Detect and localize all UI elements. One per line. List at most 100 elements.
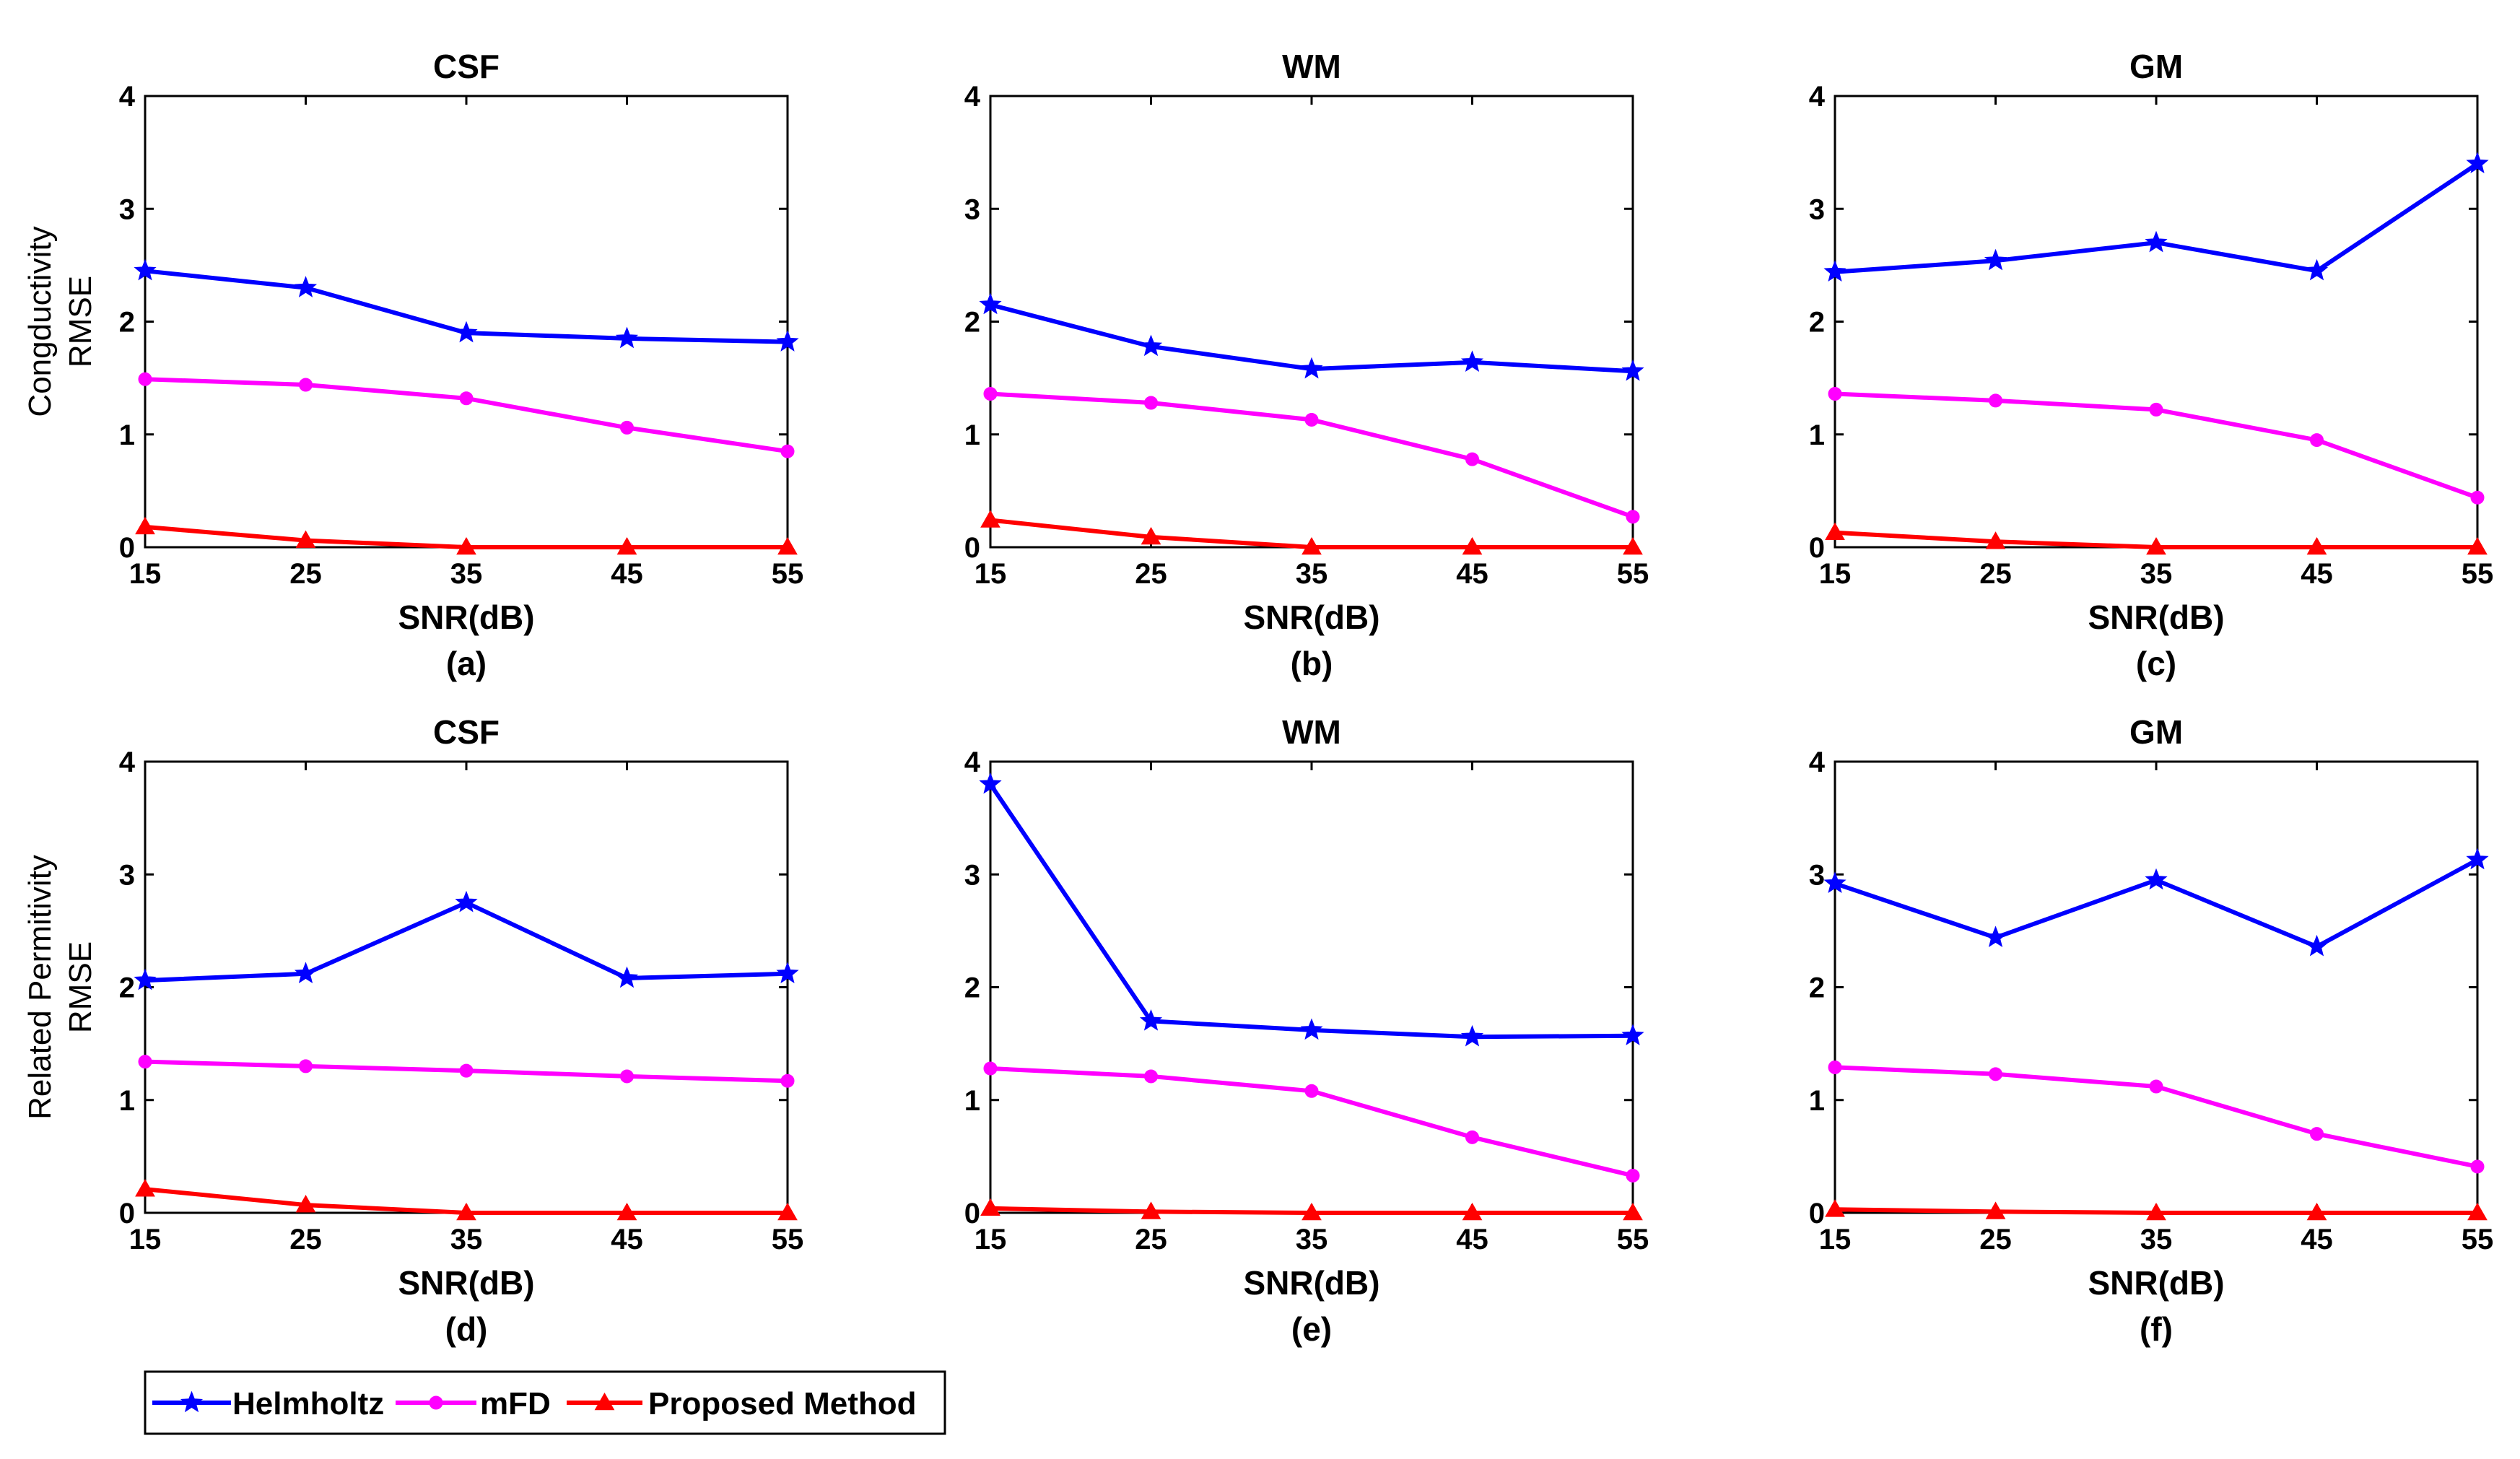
data-point [135, 1179, 155, 1197]
data-point [780, 1073, 795, 1088]
data-point [1621, 359, 1644, 381]
x-axis-label: SNR(dB) [2088, 598, 2224, 636]
data-point [2467, 536, 2488, 555]
y-tick-label: 0 [964, 1198, 980, 1229]
data-point [455, 321, 478, 343]
data-point [2467, 1202, 2488, 1221]
data-point [2305, 934, 2329, 957]
subplot-b: 0 1 2 3 4 15 25 35 45 55 WM SNR(dB) (b) [964, 48, 1649, 682]
data-point [1984, 248, 2007, 271]
y-tick-label: 4 [964, 81, 981, 113]
y-axis-label-line: RMSE [63, 276, 98, 367]
x-tick-label: 45 [611, 558, 643, 590]
data-point [1302, 1202, 1322, 1221]
y-axis-label-line: RMSE [63, 941, 98, 1033]
data-point [1462, 536, 1483, 555]
data-point [294, 962, 318, 984]
y-tick-label: 2 [119, 307, 135, 339]
data-point [1623, 1202, 1643, 1221]
data-point [2466, 152, 2489, 174]
data-point [1825, 522, 1845, 540]
x-tick-label: 25 [1979, 1224, 2012, 1255]
x-tick-label: 25 [1979, 558, 2012, 590]
y-tick-label: 1 [1809, 419, 1825, 451]
x-tick-label: 45 [1456, 558, 1488, 590]
y-tick-label: 0 [964, 532, 980, 564]
data-point [777, 1202, 798, 1221]
panel-label: (f) [2140, 1310, 2173, 1348]
y-tick-label: 4 [119, 746, 136, 778]
data-point [1139, 1009, 1163, 1031]
y-tick-label: 4 [1809, 746, 1826, 778]
legend: Helmholtz mFD Proposed Method [144, 1370, 946, 1435]
y-tick-label: 0 [119, 532, 135, 564]
series-proposed-method [1825, 522, 2488, 555]
y-tick-label: 4 [119, 81, 136, 113]
legend-marker [429, 1395, 443, 1410]
data-point [134, 968, 157, 990]
data-point [1626, 510, 1640, 524]
legend-label: mFD [480, 1386, 551, 1421]
x-tick-label: 15 [1819, 1224, 1852, 1255]
y-tick-label: 4 [964, 746, 981, 778]
series-proposed-method [135, 1179, 798, 1221]
x-tick-label: 35 [450, 1224, 483, 1255]
data-point [979, 772, 1002, 794]
axes-frame [144, 760, 789, 1214]
data-point [1985, 531, 2006, 549]
y-tick-label: 1 [964, 419, 980, 451]
data-point [980, 510, 1000, 528]
data-point [2146, 1202, 2166, 1221]
panel-label: (a) [446, 645, 487, 682]
data-point [2145, 230, 2168, 253]
x-tick-label: 25 [1135, 1224, 1167, 1255]
legend-box [144, 1370, 946, 1435]
y-tick-label: 3 [964, 193, 980, 225]
data-point [2310, 1127, 2324, 1141]
series-proposed-method [980, 1198, 1643, 1221]
data-point [2310, 433, 2324, 448]
x-tick-label: 55 [772, 558, 804, 590]
data-point [134, 258, 157, 281]
y-axis-label-row-1: Congductivity RMSE [22, 226, 98, 417]
series-helmholtz [1823, 848, 2489, 957]
x-tick-label: 15 [129, 1224, 162, 1255]
y-axis-label-line: Related Permitivity [22, 855, 58, 1120]
axes-frame [989, 95, 1634, 549]
x-tick-label: 35 [1296, 558, 1328, 590]
y-tick-label: 1 [964, 1085, 980, 1117]
legend-entry: Helmholtz [152, 1386, 384, 1421]
data-point [1465, 452, 1479, 466]
series-mfd [983, 1061, 1640, 1183]
subplot-title: GM [2129, 713, 2183, 751]
data-point [2145, 868, 2168, 890]
x-tick-label: 35 [450, 558, 483, 590]
x-axis-label: SNR(dB) [398, 1264, 534, 1302]
y-tick-label: 3 [1809, 859, 1825, 891]
y-tick-label: 2 [964, 307, 980, 339]
x-tick-label: 25 [289, 558, 322, 590]
x-tick-label: 45 [1456, 1224, 1488, 1255]
data-point [1462, 1202, 1483, 1221]
data-point [983, 1061, 998, 1076]
series-mfd [1828, 1060, 2485, 1174]
data-point [1144, 396, 1158, 410]
data-point [2470, 1159, 2485, 1174]
legend-entry: Proposed Method [567, 1386, 917, 1421]
series-mfd [138, 372, 795, 458]
x-tick-label: 15 [1819, 558, 1852, 590]
y-tick-label: 2 [964, 972, 980, 1004]
x-tick-label: 55 [2462, 558, 2494, 590]
y-tick-label: 0 [119, 1198, 135, 1229]
subplot-d: 0 1 2 3 4 15 25 35 45 55 CSF SNR(dB) (d) [119, 713, 804, 1348]
x-tick-label: 25 [1135, 558, 1167, 590]
data-point [295, 1195, 316, 1213]
data-point [1828, 387, 1842, 401]
y-tick-label: 3 [964, 859, 980, 891]
x-tick-label: 55 [2462, 1224, 2494, 1255]
data-point [1304, 1084, 1319, 1098]
data-point [1141, 1201, 1161, 1219]
data-point [1139, 334, 1163, 357]
subplot-title: CSF [433, 48, 500, 85]
x-tick-label: 45 [2301, 558, 2333, 590]
